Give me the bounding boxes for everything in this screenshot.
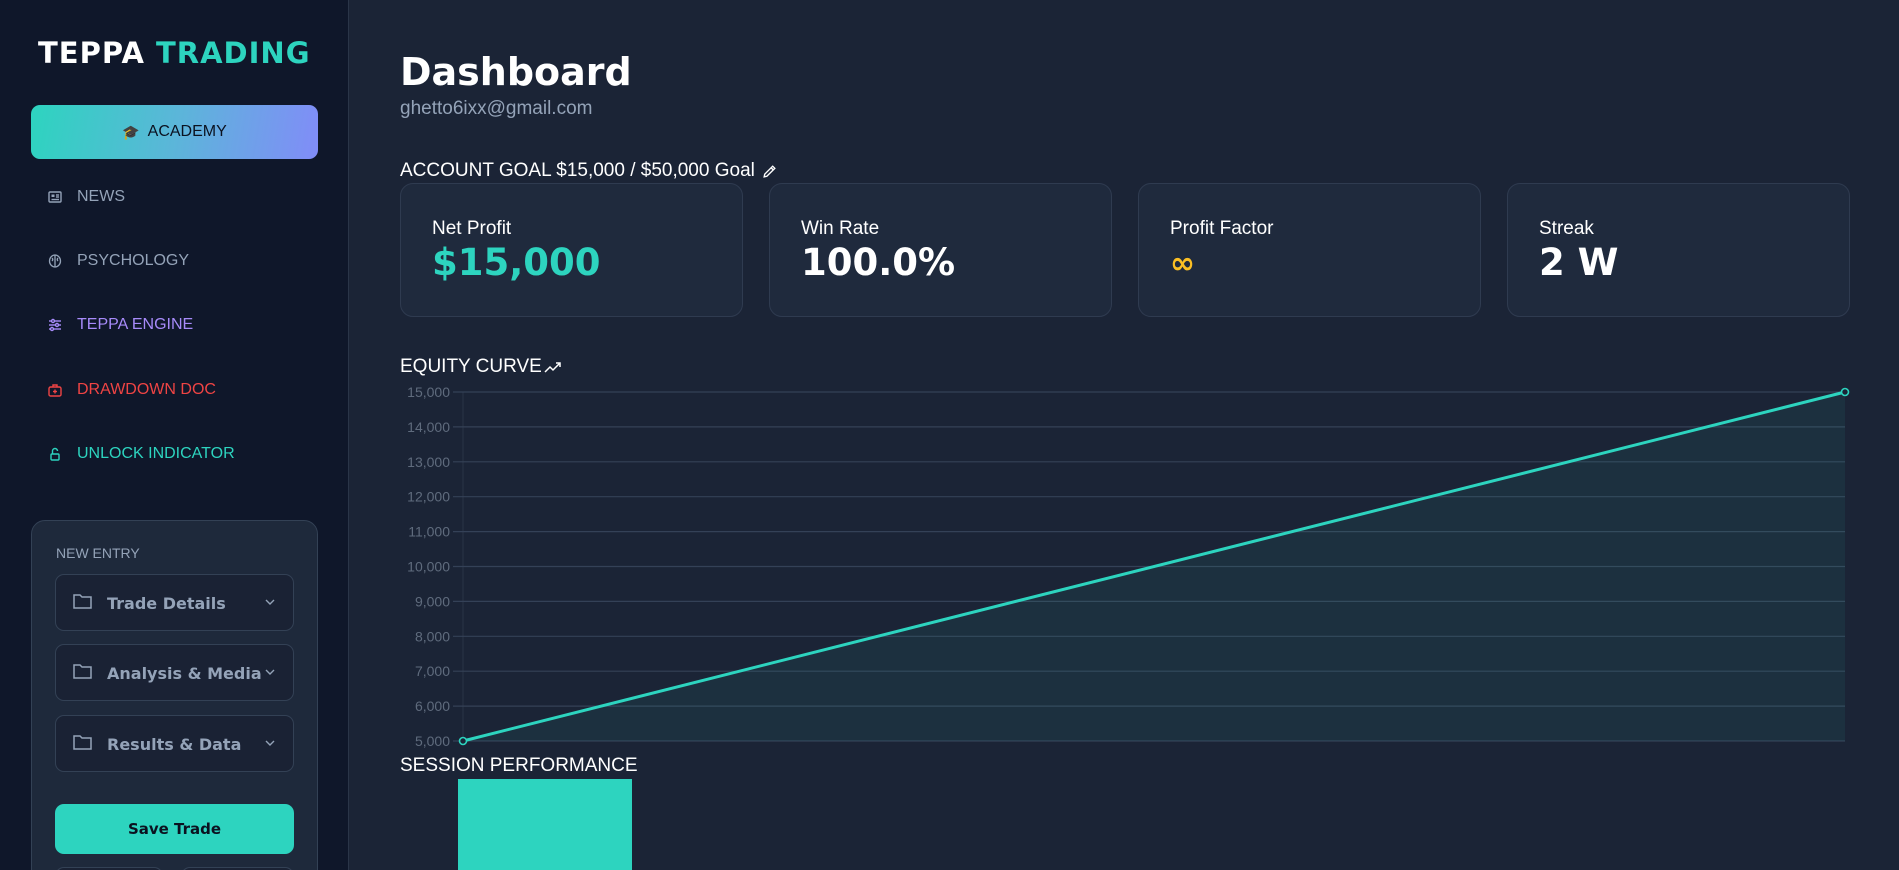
svg-text:10,000: 10,000 [407,559,450,575]
new-entry-label: NEW ENTRY [56,545,140,561]
chevron-down-icon [265,599,275,605]
session-bar [458,779,632,870]
chevron-down-icon [265,740,275,746]
svg-text:12,000: 12,000 [407,489,450,505]
accordion-label: Analysis & Media [107,664,262,683]
sidebar-item-news[interactable]: NEWS [47,185,125,209]
account-goal: ACCOUNT GOAL $15,000 / $50,000 Goal [400,160,778,182]
sidebar-item-label: DRAWDOWN DOC [77,381,216,398]
sidebar-item-label: NEWS [77,188,125,205]
accordion-label: Results & Data [107,735,242,754]
page-title: Dashboard [400,50,632,94]
logo-text-primary: TEPPA [38,36,145,70]
svg-text:9,000: 9,000 [415,593,450,609]
sidebar-item-teppa-engine[interactable]: TEPPA ENGINE [47,313,193,337]
accordion-label: Trade Details [107,594,226,613]
unlock-icon [50,447,60,461]
logo[interactable]: TEPPA TRADING [38,36,311,70]
session-performance-title: SESSION PERFORMANCE [400,755,638,776]
equity-curve-chart: 5,000 6,000 7,000 8,000 9,000 10,000 11,000 12,… [407,384,1850,749]
newspaper-icon [48,191,62,203]
sidebar-item-label: TEPPA ENGINE [77,316,194,333]
accordion-results-data[interactable]: Results & Data [55,715,294,772]
sidebar-item-drawdown-doc[interactable]: DRAWDOWN DOC [47,378,216,402]
folder-icon [73,664,92,679]
accordion-trade-details[interactable]: Trade Details [55,574,294,631]
stat-label: Streak [1539,218,1594,239]
user-email: ghetto6ixx@gmail.com [400,98,593,119]
svg-text:5,000: 5,000 [415,733,450,749]
graduation-cap-icon: 🎓 [122,123,140,140]
sidebar: TEPPA TRADING 🎓 ACADEMY NEWS PSYCHOLOGY … [0,0,349,870]
svg-text:13,000: 13,000 [407,454,450,470]
equity-curve-label: EQUITY CURVE [400,356,542,377]
pencil-icon[interactable] [761,163,778,180]
sliders-icon [49,318,61,332]
svg-text:11,000: 11,000 [408,524,450,540]
stat-value: ∞ [1170,246,1195,281]
sidebar-item-label: UNLOCK INDICATOR [77,445,235,462]
save-trade-button[interactable]: Save Trade [55,804,294,854]
equity-curve-title: EQUITY CURVE [400,356,562,378]
stat-label: Win Rate [801,218,880,239]
stat-value: $15,000 [432,241,601,284]
stat-value: 2 W [1539,241,1619,284]
folder-icon [73,594,92,609]
academy-button[interactable]: 🎓 ACADEMY [31,105,318,159]
new-entry-panel: NEW ENTRY Trade Details Analysis & Media… [31,520,318,870]
stat-label: Profit Factor [1170,218,1274,239]
svg-text:8,000: 8,000 [415,628,450,644]
accordion-analysis-media[interactable]: Analysis & Media [55,644,294,701]
academy-label: ACADEMY [147,123,227,140]
account-goal-text: ACCOUNT GOAL $15,000 / $50,000 Goal [400,160,755,181]
stat-card-win-rate: Win Rate 100.0% [769,183,1112,317]
trending-up-icon [544,362,561,373]
medical-kit-icon [48,384,62,397]
svg-text:7,000: 7,000 [415,663,450,679]
svg-text:15,000: 15,000 [407,384,450,400]
sidebar-item-unlock-indicator[interactable]: UNLOCK INDICATOR [47,442,235,466]
svg-text:6,000: 6,000 [415,698,450,714]
stat-value: 100.0% [801,241,956,284]
brain-icon [48,254,62,268]
sidebar-item-psychology[interactable]: PSYCHOLOGY [47,249,189,273]
logo-text-accent: TRADING [156,36,311,70]
stat-card-streak: Streak 2 W [1507,183,1850,317]
stat-label: Net Profit [432,218,512,239]
svg-text:14,000: 14,000 [407,419,450,435]
stat-card-profit-factor: Profit Factor ∞ [1138,183,1481,317]
chevron-down-icon [265,669,275,675]
sidebar-item-label: PSYCHOLOGY [77,252,190,269]
main-content: Dashboard ghetto6ixx@gmail.com ACCOUNT G… [350,0,1899,870]
folder-icon [73,735,92,750]
stat-card-net-profit: Net Profit $15,000 [400,183,743,317]
